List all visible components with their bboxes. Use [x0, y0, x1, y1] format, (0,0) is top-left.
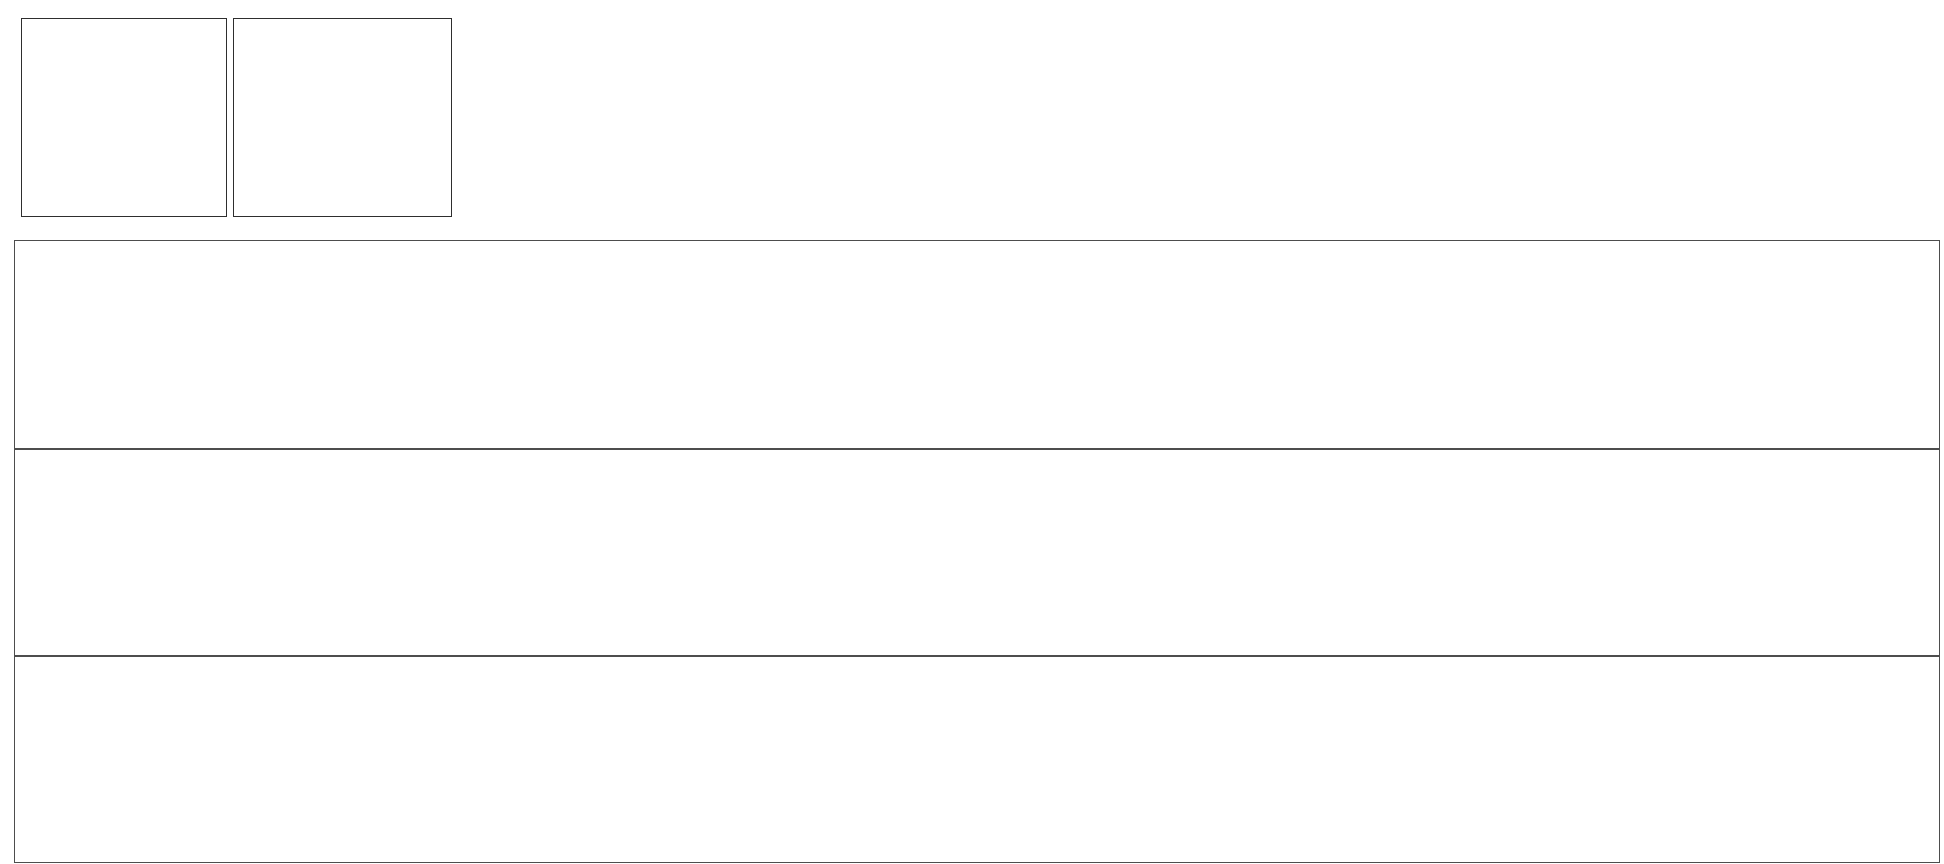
ecdf-panel [21, 18, 227, 217]
consensus-classes-canvas [234, 19, 451, 216]
consensus-heatmap-row [14, 240, 1940, 449]
ecdf-plot-canvas [22, 19, 226, 216]
consensus-classes-panel [233, 18, 452, 217]
membership-heatmap-row [14, 449, 1940, 656]
signature-heatmap-row [14, 656, 1940, 863]
